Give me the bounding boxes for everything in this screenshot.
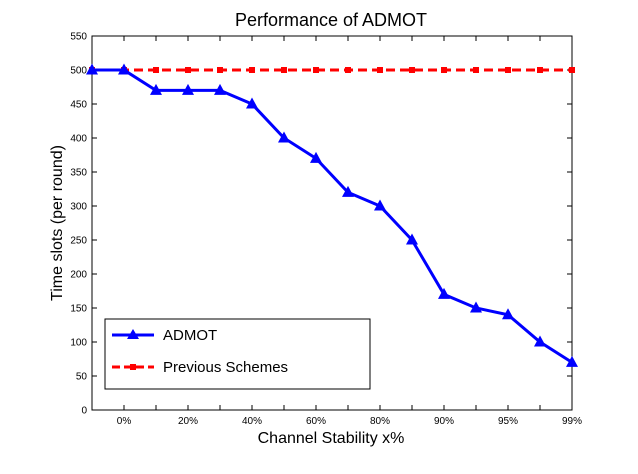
legend-label-previous-schemes: Previous Schemes — [163, 359, 288, 376]
y-tick-label: 200 — [70, 270, 87, 281]
x-axis: 0% 20% 40% 60% 80% 90% 95% 99% — [91, 36, 582, 427]
data-point — [441, 67, 447, 73]
y-tick-label: 50 — [76, 372, 88, 383]
data-point — [313, 67, 319, 73]
data-point — [281, 67, 287, 73]
data-point — [438, 287, 450, 299]
y-tick-label: 450 — [70, 100, 87, 111]
x-tick-label: 90% — [434, 416, 454, 427]
y-tick-label: 400 — [70, 134, 87, 145]
data-point — [217, 67, 223, 73]
x-tick-label: 60% — [306, 416, 326, 427]
data-point — [409, 67, 415, 73]
data-point — [278, 131, 290, 143]
x-tick-label: 40% — [242, 416, 262, 427]
legend: ADMOT Previous Schemes — [104, 318, 371, 390]
data-point — [505, 67, 511, 73]
y-tick-label: 500 — [70, 66, 87, 77]
x-tick-label: 99% — [562, 416, 582, 427]
data-point — [345, 67, 351, 73]
series-layer — [86, 63, 578, 367]
series-line-admot — [92, 68, 573, 364]
data-point — [153, 67, 159, 73]
legend-box — [104, 318, 371, 390]
legend-marker-admot — [127, 329, 139, 339]
data-point — [377, 67, 383, 73]
data-point — [374, 199, 386, 211]
data-point — [470, 301, 482, 313]
legend-marker-previous-schemes — [130, 364, 136, 370]
data-point — [502, 308, 514, 320]
y-tick-label: 550 — [70, 32, 87, 43]
data-point — [310, 151, 322, 163]
data-point — [86, 63, 98, 75]
data-point — [406, 233, 418, 245]
y-tick-label: 150 — [70, 304, 87, 315]
x-tick-label: 80% — [370, 416, 390, 427]
x-tick-label: 95% — [498, 416, 518, 427]
x-tick-label: 0% — [117, 416, 132, 427]
data-point — [246, 97, 258, 109]
data-point — [342, 185, 354, 197]
data-point — [569, 67, 575, 73]
data-point — [214, 83, 226, 95]
data-point — [473, 67, 479, 73]
y-tick-label: 0 — [81, 406, 87, 417]
y-tick-label: 300 — [70, 202, 87, 213]
series-admot — [86, 63, 578, 367]
y-tick-label: 100 — [70, 338, 87, 349]
data-point — [534, 335, 546, 347]
y-axis: 0 50 100 150 200 250 300 350 400 450 500 550 — [70, 32, 572, 417]
data-point — [150, 83, 162, 95]
data-point — [182, 83, 194, 95]
data-point — [185, 67, 191, 73]
data-point — [537, 67, 543, 73]
data-point — [566, 355, 578, 367]
x-axis-title: Channel Stability x% — [258, 430, 405, 447]
y-axis-title: Time slots (per round) — [49, 145, 66, 301]
chart-title: Performance of ADMOT — [235, 10, 427, 30]
data-point — [249, 67, 255, 73]
y-tick-label: 250 — [70, 236, 87, 247]
data-point — [118, 63, 130, 75]
x-tick-label: 20% — [178, 416, 198, 427]
y-tick-label: 350 — [70, 168, 87, 179]
legend-label-admot: ADMOT — [163, 327, 217, 344]
